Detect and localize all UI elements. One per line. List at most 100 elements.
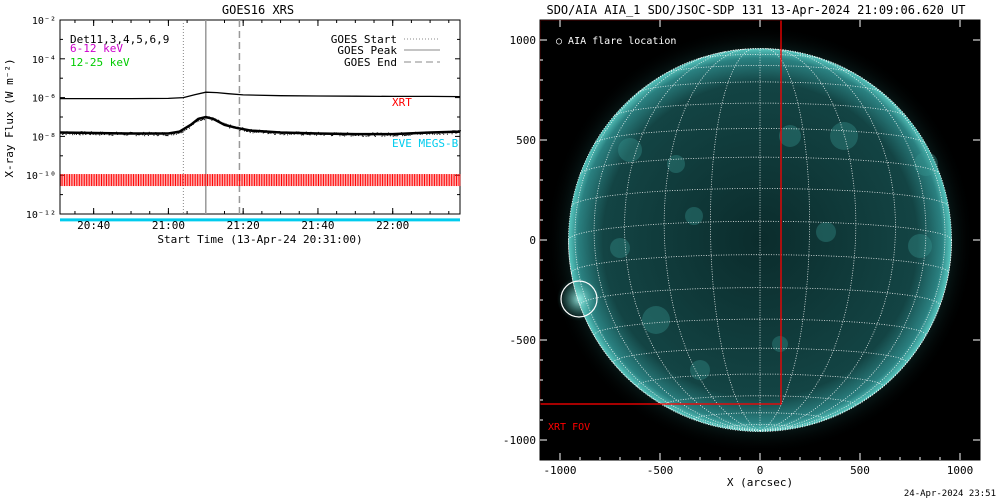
goes-short-sample bbox=[399, 133, 401, 135]
goes-short-sample bbox=[238, 127, 240, 129]
goes-short-sample bbox=[396, 135, 398, 137]
goes-short-sample bbox=[416, 132, 418, 134]
goes-x-tick-label: 21:00 bbox=[152, 219, 185, 232]
goes-short-sample bbox=[360, 134, 362, 136]
goes-short-sample bbox=[320, 134, 322, 136]
goes-short-sample bbox=[220, 122, 222, 124]
goes-short-sample bbox=[386, 134, 388, 136]
goes-y-tick-label: 10⁻¹² bbox=[26, 210, 56, 221]
goes-short-sample bbox=[260, 131, 262, 133]
goes-short-sample bbox=[147, 134, 149, 136]
goes-short-sample bbox=[323, 134, 325, 136]
goes-short-sample bbox=[233, 126, 235, 128]
goes-short-sample bbox=[104, 132, 106, 134]
latitude-line bbox=[663, 395, 857, 406]
goes-short-sample bbox=[337, 132, 339, 134]
latitude-line bbox=[694, 412, 826, 420]
goes-short-sample bbox=[240, 129, 242, 131]
goes-short-sample bbox=[72, 134, 74, 136]
goes-short-sample bbox=[84, 131, 86, 133]
goes-short-sample bbox=[281, 133, 283, 135]
goes-short-sample bbox=[259, 129, 261, 131]
goes-short-sample bbox=[263, 131, 265, 133]
xrt-coverage-band bbox=[60, 174, 461, 187]
goes-short-sample bbox=[338, 134, 340, 136]
goes-y-tick-label: 10⁻⁴ bbox=[32, 55, 56, 66]
goes-short-sample bbox=[256, 131, 258, 133]
goes-short-sample bbox=[255, 130, 257, 132]
goes-short-sample bbox=[304, 132, 306, 134]
longitude-line bbox=[663, 48, 761, 432]
goes-short-sample bbox=[352, 135, 354, 137]
goes-x-axis-label: Start Time (13-Apr-24 20:31:00) bbox=[157, 233, 362, 246]
goes-short-sample bbox=[412, 132, 414, 134]
active-region bbox=[610, 238, 630, 258]
goes-short-sample bbox=[153, 134, 155, 136]
goes-short-sample bbox=[161, 132, 163, 134]
goes-short-sample bbox=[158, 134, 160, 136]
goes-short-sample bbox=[316, 134, 318, 136]
goes-short-sample bbox=[430, 131, 432, 133]
latitude-line bbox=[579, 287, 941, 306]
goes-short-sample bbox=[237, 126, 239, 128]
goes-long-channel-line bbox=[60, 91, 461, 100]
latitude-line bbox=[612, 347, 908, 363]
goes-short-sample bbox=[194, 121, 196, 123]
goes-short-sample bbox=[344, 135, 346, 137]
goes-short-sample bbox=[152, 133, 154, 135]
footer-timestamp: 24-Apr-2024 23:51 bbox=[904, 489, 996, 499]
goes-short-sample bbox=[389, 135, 391, 137]
goes-short-sample bbox=[83, 133, 85, 135]
aia-title: SDO/AIA AIA_1 SDO/JSOC-SDP 131 13-Apr-20… bbox=[546, 3, 965, 17]
goes-short-sample bbox=[270, 132, 272, 134]
aia-x-tick-label: 500 bbox=[850, 464, 870, 477]
goes-short-sample bbox=[92, 133, 94, 135]
goes-short-sample bbox=[342, 134, 344, 136]
goes-short-sample bbox=[395, 134, 397, 136]
legend-detectors: Det11,3,4,5,6,9 bbox=[70, 33, 169, 46]
goes-short-sample bbox=[345, 134, 347, 136]
legend-goes-start: GOES Start bbox=[331, 33, 397, 46]
longitude-line bbox=[709, 48, 761, 432]
goes-short-sample bbox=[303, 132, 305, 134]
goes-short-sample bbox=[176, 132, 178, 134]
goes-short-sample bbox=[184, 130, 186, 132]
goes-short-sample bbox=[244, 130, 246, 132]
xrt-annotation: XRT bbox=[392, 96, 412, 109]
goes-x-tick-label: 20:40 bbox=[77, 219, 110, 232]
goes-short-sample bbox=[456, 132, 458, 134]
goes-short-sample bbox=[411, 133, 413, 135]
goes-short-sample bbox=[266, 131, 268, 133]
goes-short-sample bbox=[63, 132, 65, 134]
goes-short-sample bbox=[358, 135, 360, 137]
goes-short-sample bbox=[191, 123, 193, 125]
goes-short-sample bbox=[78, 133, 80, 135]
goes-short-sample bbox=[448, 132, 450, 134]
goes-short-sample bbox=[280, 132, 282, 134]
goes-short-sample bbox=[398, 133, 400, 135]
active-region bbox=[914, 152, 938, 176]
goes-short-sample bbox=[422, 132, 424, 134]
goes-short-sample bbox=[93, 132, 95, 134]
latitude-line bbox=[594, 128, 926, 144]
goes-short-sample bbox=[199, 117, 201, 119]
goes-short-sample bbox=[131, 131, 133, 133]
goes-short-sample bbox=[371, 133, 373, 135]
goes-short-sample bbox=[434, 132, 436, 134]
goes-x-tick-label: 21:20 bbox=[227, 219, 260, 232]
goes-short-sample bbox=[167, 135, 169, 137]
goes-short-sample bbox=[275, 131, 277, 133]
goes-short-sample bbox=[107, 132, 109, 134]
goes-short-sample bbox=[171, 134, 173, 136]
goes-short-sample bbox=[329, 133, 331, 135]
goes-short-sample bbox=[455, 132, 457, 134]
goes-short-sample bbox=[114, 132, 116, 134]
goes-short-sample bbox=[428, 132, 430, 134]
goes-short-sample bbox=[393, 134, 395, 136]
goes-short-sample bbox=[208, 116, 210, 118]
aia-x-axis-label: X (arcsec) bbox=[727, 476, 793, 489]
goes-short-sample bbox=[248, 130, 250, 132]
goes-short-sample bbox=[402, 135, 404, 137]
goes-short-sample bbox=[192, 123, 194, 125]
goes-short-sample bbox=[454, 130, 456, 132]
